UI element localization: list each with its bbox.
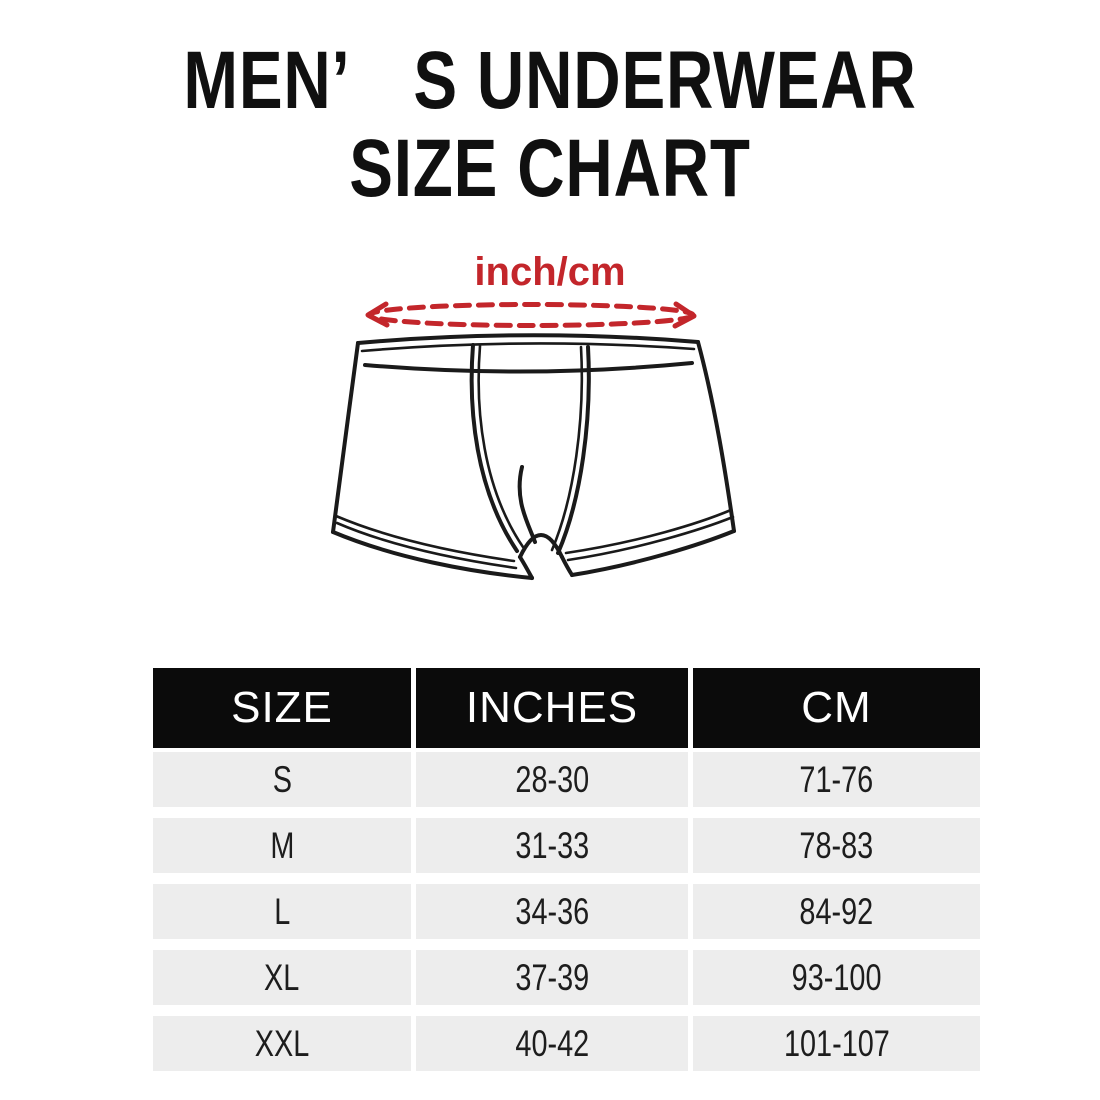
cell-text: M [269, 825, 295, 866]
column-header-text: CM [801, 683, 872, 732]
column-header-cm: CM [693, 668, 980, 748]
cell-text: 78-83 [799, 825, 874, 866]
cell-cm: 101-107 [693, 1016, 980, 1071]
boxer-briefs-outline [331, 333, 736, 580]
waist-measure-ellipse [365, 301, 697, 329]
measure-unit-label: inch/cm [474, 250, 626, 294]
cell-cm: 71-76 [693, 752, 980, 807]
cell-size: M [153, 818, 411, 873]
cell-text: 34-36 [515, 891, 589, 932]
cell-inches: 37-39 [416, 950, 688, 1005]
cell-size: S [153, 752, 411, 807]
cell-text: 28-30 [515, 759, 589, 800]
title-line-1: MEN’ S UNDERWEAR [183, 35, 917, 126]
measure-arrow-right [672, 301, 697, 329]
boxer-briefs-illustration [331, 301, 736, 580]
cell-cm: 84-92 [693, 884, 980, 939]
size-table-body: S 28-30 71-76 M 31-33 78-83 L 34-36 84-92 XL 37-39… [153, 752, 980, 1071]
size-table: SIZE INCHES CM S 28-30 71-76 M 31-33 78-83 L 34… [153, 668, 980, 1071]
cell-text: S [272, 759, 292, 800]
column-header-text: SIZE [231, 683, 333, 732]
measure-arrow-left [365, 301, 390, 328]
cell-text: 31-33 [515, 825, 589, 866]
cell-size: XXL [153, 1016, 411, 1071]
cell-text: 93-100 [791, 957, 882, 998]
cell-text: XXL [254, 1023, 310, 1064]
table-row: XXL 40-42 101-107 [153, 1016, 980, 1071]
cell-inches: 34-36 [416, 884, 688, 939]
cell-cm: 93-100 [693, 950, 980, 1005]
cell-text: 84-92 [799, 891, 874, 932]
page-title: MEN’ S UNDERWEAR SIZE CHART [0, 40, 1100, 210]
cell-text: XL [264, 957, 300, 998]
cell-inches: 31-33 [416, 818, 688, 873]
cell-size: L [153, 884, 411, 939]
title-line-2: SIZE CHART [349, 123, 751, 214]
cell-text: 37-39 [515, 957, 589, 998]
cell-size: XL [153, 950, 411, 1005]
table-row: XL 37-39 93-100 [153, 950, 980, 1005]
table-row: S 28-30 71-76 [153, 752, 980, 807]
cell-text: 71-76 [799, 759, 874, 800]
cell-cm: 78-83 [693, 818, 980, 873]
cell-text: 101-107 [783, 1023, 890, 1064]
cell-inches: 28-30 [416, 752, 688, 807]
column-header-inches: INCHES [416, 668, 688, 748]
table-row: L 34-36 84-92 [153, 884, 980, 939]
cell-text: L [273, 891, 291, 932]
size-table-header: SIZE INCHES CM [153, 668, 980, 748]
cell-text: 40-42 [515, 1023, 589, 1064]
column-header-text: INCHES [465, 683, 639, 732]
table-row: M 31-33 78-83 [153, 818, 980, 873]
column-header-size: SIZE [153, 668, 411, 748]
cell-inches: 40-42 [416, 1016, 688, 1071]
